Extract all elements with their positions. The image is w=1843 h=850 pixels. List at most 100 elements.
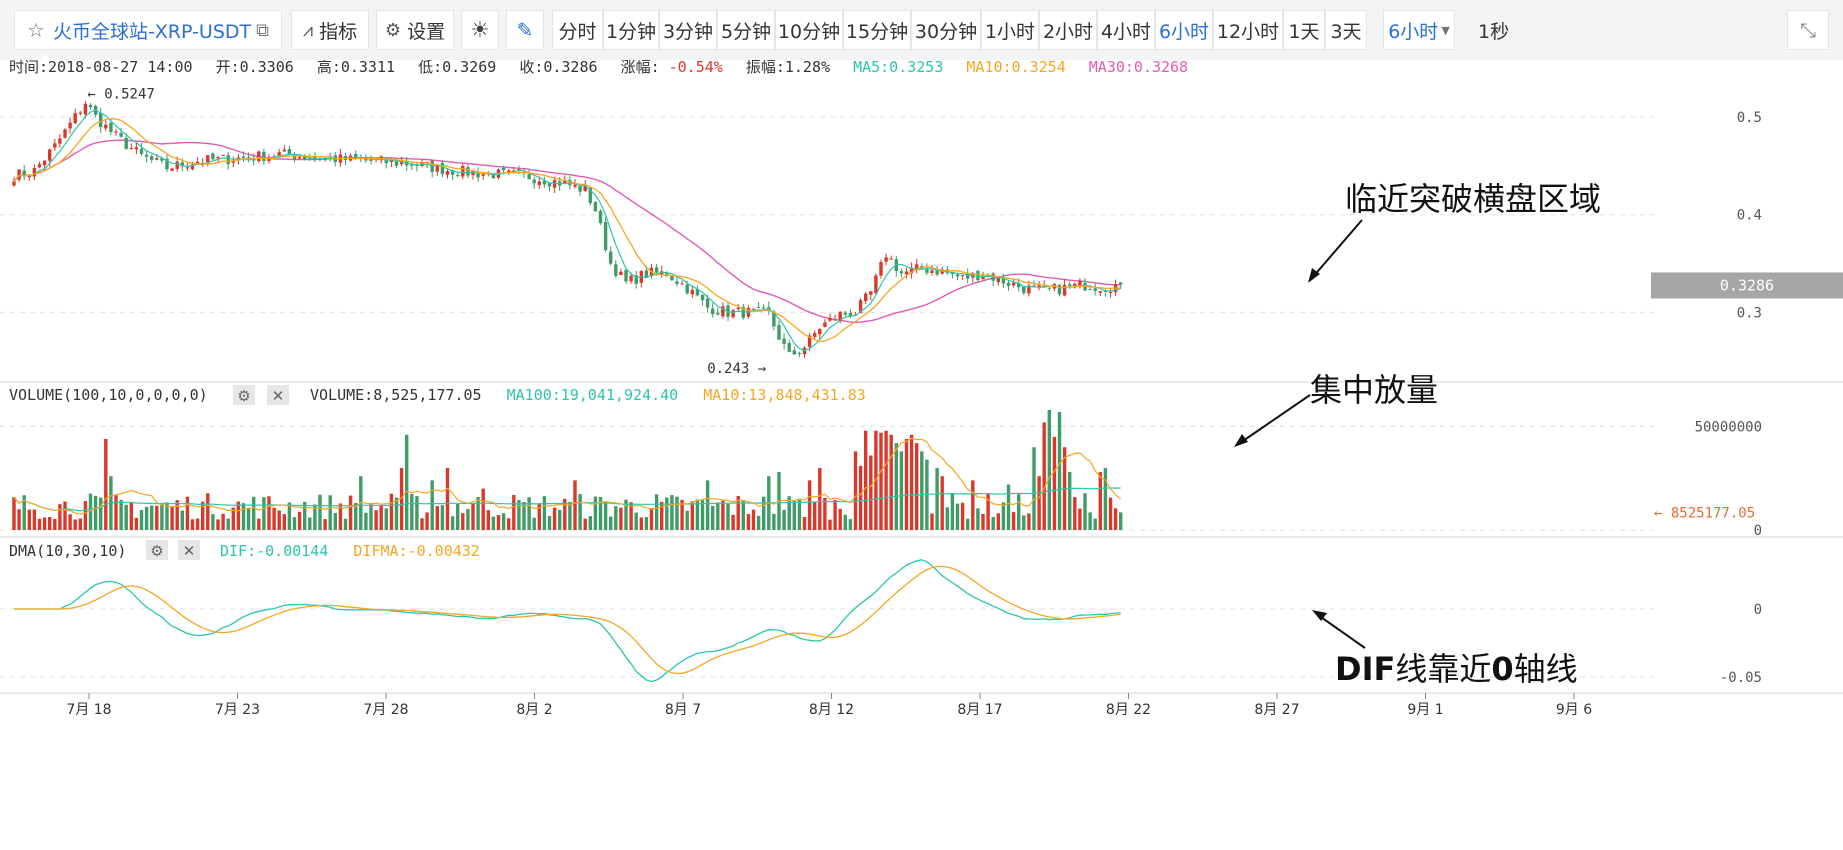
- volume-bar: [960, 502, 965, 530]
- info-open: 开:0.3306: [216, 60, 294, 76]
- candle-body: [481, 174, 485, 176]
- interval-tab[interactable]: 6小时: [1155, 10, 1213, 50]
- theme-toggle-button[interactable]: ☀: [461, 10, 499, 50]
- refresh-rate[interactable]: 1秒: [1478, 10, 1509, 50]
- volume-bar: [486, 510, 490, 530]
- interval-tab-label: 4小时: [1100, 20, 1152, 43]
- dif-annotation: DIF线靠近0轴线: [1335, 650, 1578, 688]
- volume-bar: [481, 488, 485, 530]
- candle-body: [22, 170, 26, 176]
- candle-body: [527, 173, 531, 180]
- volume-bar: [741, 500, 745, 530]
- dif-arrow: [1317, 614, 1366, 649]
- volume-bar: [792, 500, 796, 530]
- volume-bar: [1027, 513, 1031, 530]
- volume-close-icon[interactable]: ✕: [267, 385, 289, 405]
- candle-body: [828, 317, 832, 321]
- interval-tab[interactable]: 2小时: [1039, 10, 1097, 50]
- volume-bar: [1011, 512, 1016, 530]
- volume-bar: [272, 507, 276, 530]
- interval-tab[interactable]: 1天: [1283, 10, 1325, 50]
- interval-tab[interactable]: 4小时: [1097, 10, 1155, 50]
- x-tick-label: 8月 12: [809, 702, 854, 718]
- volume-bar: [241, 503, 246, 530]
- volume-bar: [206, 493, 210, 530]
- volume-bar: [1047, 410, 1051, 530]
- drawing-tool-button[interactable]: ✎: [506, 10, 544, 50]
- volume-bar: [522, 501, 526, 530]
- candle-body: [160, 158, 164, 161]
- volume-bar: [578, 494, 582, 530]
- indicators-button[interactable]: ⩘ 指标: [291, 10, 369, 50]
- dma-close-icon[interactable]: ✕: [178, 540, 200, 560]
- candle-body: [858, 300, 863, 313]
- candle-body: [644, 270, 649, 277]
- volume-settings-icon[interactable]: ⚙: [233, 385, 255, 405]
- star-icon[interactable]: ☆: [27, 18, 45, 42]
- candle-body: [960, 275, 965, 277]
- candle-body: [394, 161, 399, 166]
- candle-body: [445, 170, 450, 175]
- interval-tab[interactable]: 10分钟: [775, 10, 843, 50]
- interval-tab[interactable]: 3天: [1325, 10, 1367, 50]
- volume-bar: [772, 513, 776, 530]
- volume-bar: [384, 508, 388, 530]
- candle-body: [466, 167, 470, 176]
- candle-body: [915, 264, 919, 270]
- volume-ma100-line: [13, 487, 1121, 512]
- volume-bar: [1078, 508, 1082, 530]
- volume-bar: [425, 512, 429, 530]
- volume-bar: [756, 515, 761, 530]
- interval-tab[interactable]: 15分钟: [843, 10, 911, 50]
- volume-bar: [348, 495, 353, 530]
- volume-bar: [1108, 497, 1113, 530]
- volume-bar: [139, 510, 144, 530]
- interval-tab[interactable]: 1分钟: [603, 10, 659, 50]
- candle-body: [1119, 282, 1123, 285]
- interval-dropdown[interactable]: 6小时 ▼: [1383, 10, 1455, 50]
- candle-body: [318, 158, 322, 160]
- price-tick-label: 0.3: [1737, 305, 1762, 321]
- dma-indicator-name: DMA(10,30,10): [9, 542, 126, 560]
- candle-body: [909, 267, 914, 274]
- candle-body: [1017, 282, 1021, 288]
- interval-tab[interactable]: 30分钟: [911, 10, 981, 50]
- interval-tab[interactable]: 12小时: [1213, 10, 1283, 50]
- symbol-selector[interactable]: ☆ 火币全球站-XRP-USDT ⧉: [14, 10, 282, 50]
- fullscreen-button[interactable]: ⤡: [1787, 10, 1829, 50]
- volume-bar: [476, 497, 480, 530]
- candle-body: [818, 328, 822, 335]
- info-amplitude: 振幅:1.28%: [746, 60, 830, 76]
- candle-body: [139, 148, 144, 154]
- x-tick-label: 8月 7: [665, 702, 701, 718]
- settings-button[interactable]: ⚙ 设置: [376, 10, 454, 50]
- candle-body: [12, 181, 16, 186]
- interval-tab[interactable]: 分时: [552, 10, 603, 50]
- volume-bar: [190, 519, 195, 530]
- chart-area[interactable]: ← 0.5247 0.243 → 0.3 0.4 0.5 0.3286 0 50000000 ←…: [0, 60, 1843, 850]
- dma-settings-icon[interactable]: ⚙: [146, 540, 168, 560]
- volume-bar: [558, 509, 562, 530]
- volume-bar: [323, 519, 327, 530]
- interval-tab[interactable]: 3分钟: [659, 10, 717, 50]
- interval-tab[interactable]: 5分钟: [717, 10, 775, 50]
- volume-bar: [114, 494, 118, 530]
- popout-icon[interactable]: ⧉: [256, 19, 269, 41]
- volume-bar: [614, 506, 618, 530]
- candle-body: [440, 162, 445, 174]
- collapse-icon: ⤡: [1800, 18, 1816, 42]
- candle-body: [124, 137, 128, 149]
- volume-bar: [1119, 512, 1123, 530]
- x-tick-label: 9月 1: [1407, 702, 1443, 718]
- volume-arrowhead: [1234, 434, 1248, 447]
- indicator-chart-icon: ⩘: [302, 19, 314, 41]
- candle-body: [547, 182, 552, 187]
- chart-canvas[interactable]: ← 0.5247 0.243 → 0.3 0.4 0.5 0.3286 0 50000000 ←…: [0, 60, 1843, 850]
- volume-bar: [160, 503, 164, 530]
- candle-body: [787, 343, 791, 352]
- volume-bar: [527, 497, 531, 530]
- interval-tab[interactable]: 1小时: [981, 10, 1039, 50]
- volume-bar: [507, 518, 511, 530]
- x-tick-label: 7月 18: [66, 702, 111, 718]
- volume-bar: [175, 500, 179, 530]
